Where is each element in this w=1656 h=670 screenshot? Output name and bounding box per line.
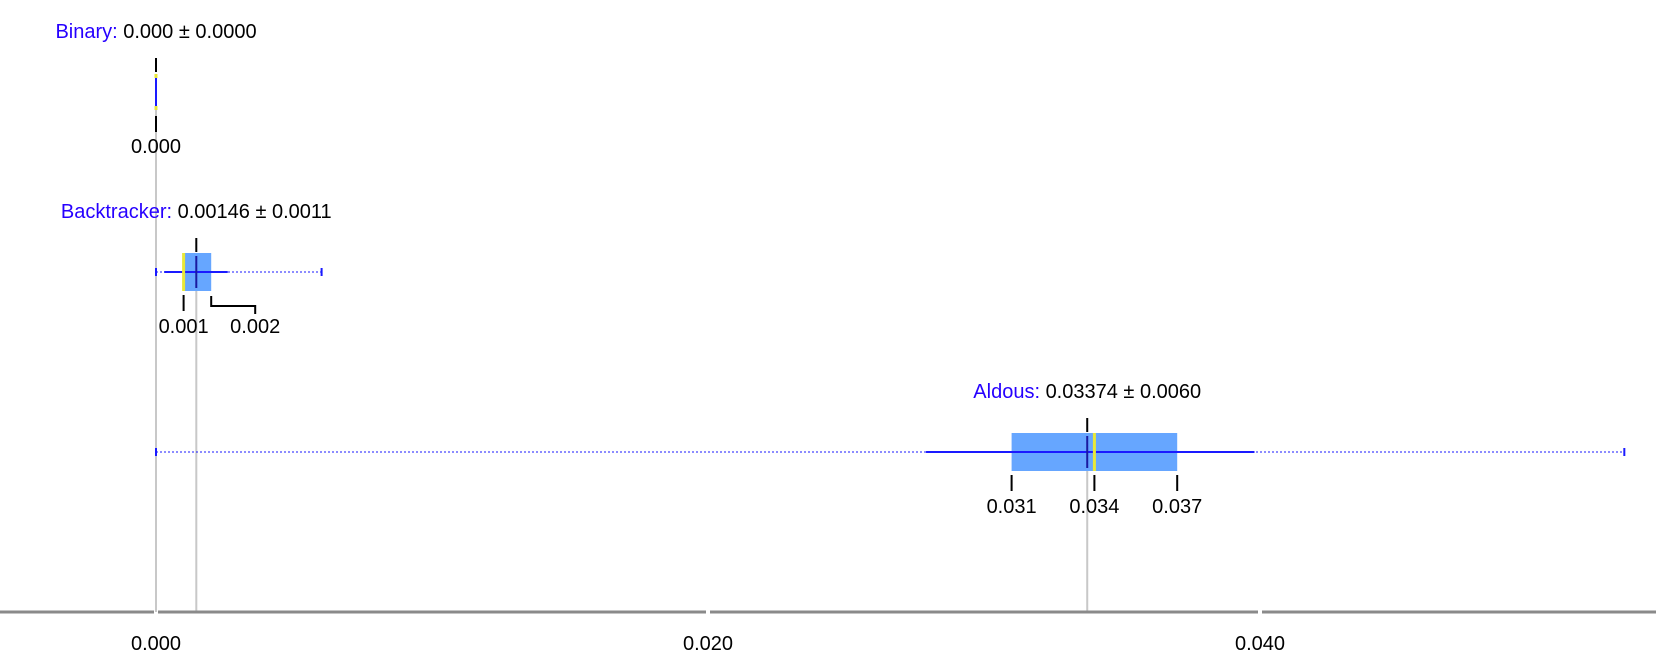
box-series-binary: Binary: 0.000 ± 0.0000 0.000 <box>55 21 256 158</box>
series-name: Aldous: <box>973 381 1045 403</box>
box-series-backtracker: Backtracker: 0.00146 ± 0.0011 0.001 0.002 <box>61 201 332 338</box>
series-summary-value: 0.03374 ± 0.0060 <box>1046 381 1202 403</box>
box-series-aldous: Aldous: 0.03374 ± 0.0060 0.031 0.034 0.037 <box>155 381 1626 518</box>
x-tick-label: 0.020 <box>683 633 733 655</box>
quartile-label: 0.037 <box>1152 496 1202 518</box>
box-series-group: Binary: 0.000 ± 0.0000 0.000 Backtracker: … <box>55 21 1626 518</box>
x-axis: 0.000 0.020 0.040 <box>0 610 1656 655</box>
series-summary-value: 0.00146 ± 0.0011 <box>178 201 332 223</box>
quartile-label: 0.031 <box>987 496 1037 518</box>
x-tick-label: 0.040 <box>1235 633 1285 655</box>
series-summary-label: Aldous: 0.03374 ± 0.0060 <box>973 381 1201 403</box>
series-summary-label: Backtracker: 0.00146 ± 0.0011 <box>61 201 332 223</box>
series-name: Backtracker: <box>61 201 178 223</box>
series-summary-label: Binary: 0.000 ± 0.0000 <box>55 21 256 43</box>
x-tick-label: 0.000 <box>131 633 181 655</box>
series-summary-value: 0.000 ± 0.0000 <box>123 21 256 43</box>
quartile-label: 0.001 <box>159 316 209 338</box>
quartile-label: 0.034 <box>1069 496 1119 518</box>
quartile-connector <box>210 296 257 314</box>
mean-guide-lines <box>155 92 1089 612</box>
quartile-label: 0.002 <box>230 316 280 338</box>
series-name: Binary: <box>55 21 123 43</box>
quartile-label: 0.000 <box>131 136 181 158</box>
